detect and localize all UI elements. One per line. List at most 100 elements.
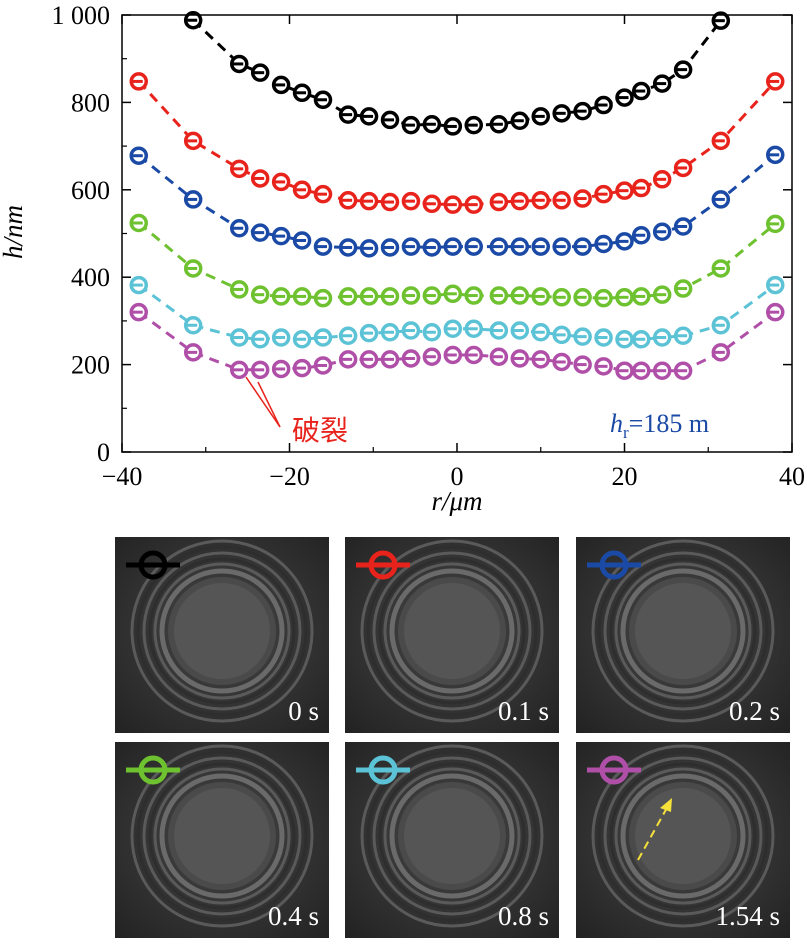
data-point <box>766 72 785 91</box>
data-point <box>594 288 613 308</box>
interference-fringes <box>115 742 329 938</box>
data-point <box>359 191 379 211</box>
data-point <box>464 115 483 135</box>
data-point <box>673 326 693 346</box>
data-point <box>183 190 203 209</box>
hr-value: =185 m <box>629 409 709 438</box>
data-point <box>292 231 312 250</box>
data-point <box>292 358 312 378</box>
interference-image-panel: 0.2 s <box>576 537 790 733</box>
data-point <box>594 184 613 204</box>
plot-layer <box>129 10 785 380</box>
x-tick-label: −40 <box>102 462 143 491</box>
data-point <box>531 287 550 306</box>
data-point <box>338 350 358 369</box>
series-marker-icon <box>587 755 641 785</box>
data-point <box>632 178 651 198</box>
data-point <box>230 360 249 380</box>
data-point <box>359 287 379 306</box>
interference-image-panel: 0.1 s <box>345 537 559 733</box>
data-point <box>489 237 509 256</box>
data-point <box>401 286 421 305</box>
interference-image-panel: 0 s <box>115 537 329 733</box>
data-point <box>489 115 509 134</box>
data-point <box>711 343 731 362</box>
data-point <box>573 237 592 256</box>
y-tick-label: 1 000 <box>52 1 111 30</box>
data-point <box>313 184 333 204</box>
data-point <box>250 285 270 304</box>
data-point <box>292 180 312 200</box>
data-point <box>510 111 530 131</box>
data-point <box>401 321 421 340</box>
data-point <box>632 330 651 349</box>
series-line <box>192 19 722 128</box>
time-label: 0.8 s <box>497 901 549 931</box>
data-point <box>338 287 358 306</box>
data-point <box>531 237 550 256</box>
x-tick-label: 0 <box>451 462 464 491</box>
data-point <box>489 347 509 366</box>
y-tick-label: 400 <box>71 263 110 292</box>
data-point <box>652 74 672 93</box>
data-point <box>552 352 571 372</box>
data-point <box>652 170 672 189</box>
data-point <box>531 107 550 126</box>
series-marker-icon <box>587 550 641 580</box>
data-point <box>615 88 634 107</box>
data-point <box>230 159 249 179</box>
data-point <box>615 361 634 380</box>
data-point <box>510 349 530 368</box>
data-point <box>615 330 634 349</box>
data-point <box>489 192 509 212</box>
data-point <box>422 115 442 134</box>
series-line <box>137 80 777 207</box>
data-point <box>615 181 634 200</box>
series-marker-icon <box>356 550 410 580</box>
interference-image-panel: 0.8 s <box>345 742 559 938</box>
data-point <box>464 345 483 365</box>
data-point <box>380 323 400 342</box>
data-point <box>443 195 463 214</box>
data-point <box>652 222 672 242</box>
data-point <box>443 319 463 339</box>
data-point <box>129 302 148 322</box>
data-point <box>338 191 358 210</box>
data-point <box>711 190 731 209</box>
data-point <box>711 259 731 278</box>
data-point <box>422 238 442 257</box>
data-point <box>766 145 785 165</box>
series-4 <box>129 275 785 349</box>
data-point <box>250 63 270 82</box>
data-point <box>711 11 731 30</box>
series-3 <box>129 213 785 308</box>
data-point <box>380 192 400 212</box>
hr-annotation: hr=185 m <box>610 409 709 442</box>
data-point <box>250 330 270 349</box>
data-point <box>422 347 442 366</box>
data-point <box>380 238 400 257</box>
data-point <box>531 191 550 210</box>
data-point <box>380 110 400 130</box>
data-point <box>129 72 148 91</box>
data-point <box>401 349 421 368</box>
data-point <box>594 357 613 376</box>
interference-fringes <box>345 537 559 733</box>
data-point <box>422 323 442 342</box>
x-tick-label: −20 <box>269 462 310 491</box>
data-point <box>129 146 148 165</box>
hr-subscript: r <box>623 423 629 442</box>
data-point <box>313 90 333 110</box>
data-point <box>380 350 400 369</box>
data-point <box>183 316 203 335</box>
data-point <box>510 321 530 340</box>
data-point <box>552 104 571 123</box>
data-point <box>552 237 571 256</box>
series-0 <box>183 10 731 136</box>
data-point <box>573 355 592 374</box>
data-point <box>594 328 613 347</box>
data-point <box>464 195 483 214</box>
time-label: 0.1 s <box>497 696 549 726</box>
data-point <box>359 350 379 369</box>
